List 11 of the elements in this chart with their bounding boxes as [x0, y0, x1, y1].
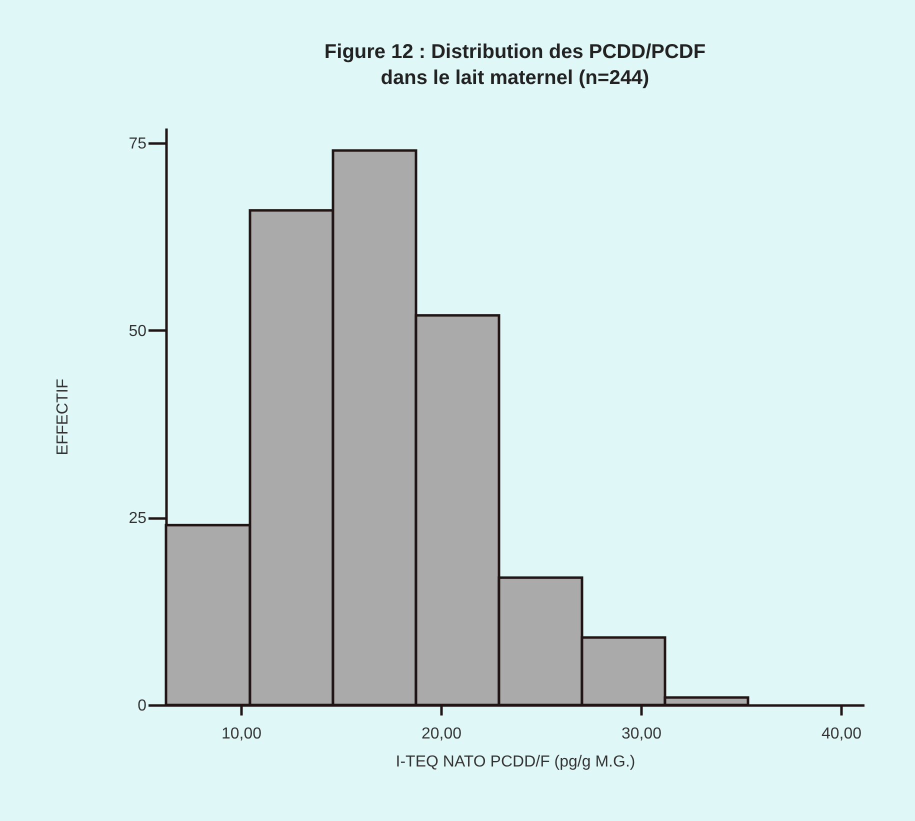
x-axis-title: I-TEQ NATO PCDD/F (pg/g M.G.): [396, 754, 636, 770]
chart-title: Figure 12 : Distribution des PCDD/PCDF dans le lait maternel (n=244): [324, 41, 706, 89]
y-axis-title: EFFECTIF: [54, 378, 72, 456]
y-tick-label: 75: [128, 135, 147, 152]
x-tick-label: 40,00: [821, 726, 862, 742]
x-tick-label: 10,00: [221, 726, 262, 742]
y-tick-label: 25: [128, 510, 147, 528]
y-tick-label: 50: [128, 322, 147, 340]
y-tick-label: 0: [138, 698, 147, 714]
x-tick-label: 30,00: [621, 726, 662, 742]
x-tick-label: 20,00: [421, 726, 462, 742]
